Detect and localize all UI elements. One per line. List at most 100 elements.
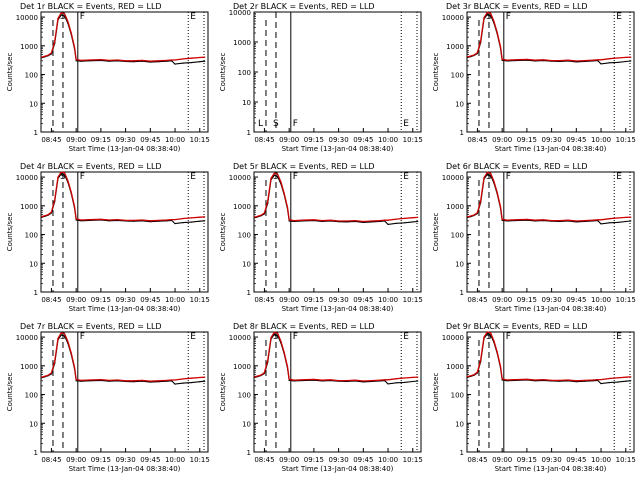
plot-frame (466, 11, 635, 133)
lld-point (597, 59, 599, 61)
lld-point (496, 31, 498, 34)
lld-point (133, 219, 135, 221)
ytick-label: 10 (455, 100, 464, 108)
lld-point (608, 377, 610, 380)
lld-point (182, 378, 184, 380)
xtick-label: 09:15 (517, 296, 537, 304)
lld-point (60, 332, 62, 334)
lld-point (54, 41, 56, 43)
lld-point (174, 219, 176, 221)
ytick-label: 1 (247, 289, 251, 297)
lld-point (466, 56, 469, 58)
lld-point (470, 55, 472, 57)
events-series-line (41, 173, 205, 225)
xtick-label: 08:45 (41, 136, 61, 144)
lld-point (267, 201, 269, 203)
events-point (273, 174, 275, 176)
events-point (412, 221, 414, 223)
xtick-label: 10:15 (616, 456, 636, 464)
lld-point (133, 60, 135, 62)
lld-point (100, 218, 102, 220)
xtick-label: 09:30 (116, 136, 136, 144)
lld-point (592, 59, 594, 61)
ytick-label: 100 (238, 392, 251, 400)
lld-point (490, 172, 492, 174)
xtick-label: 09:15 (91, 296, 111, 304)
events-point (288, 220, 290, 222)
ytick-label: 1000 (446, 43, 464, 51)
lld-point (116, 379, 118, 381)
ytick-label: 10 (455, 260, 464, 268)
lld-point (286, 206, 289, 208)
lld-point (483, 17, 485, 19)
lld-point (559, 379, 561, 381)
lld-point (499, 365, 502, 367)
lld-point (73, 366, 76, 368)
lld-point (338, 220, 340, 222)
lld-point (354, 220, 356, 222)
lld-point (403, 377, 406, 379)
plot-frame (253, 11, 422, 133)
lld-point (362, 220, 364, 223)
lld-point (44, 55, 46, 57)
xtick-label: 09:45 (140, 456, 160, 464)
lld-point (403, 217, 406, 219)
panel-svg: Det 2r BLACK = Events, RED = LLD 1 10 100 10… (219, 2, 423, 153)
xtick-label: 09:30 (542, 296, 562, 304)
lld-point (80, 59, 82, 62)
lld-point (600, 379, 602, 381)
ytick-label: 1000 (233, 363, 251, 371)
lld-point (166, 219, 168, 221)
detector-panel-1: Det 1r BLACK = Events, RED = LLD 1 10 100 10… (0, 0, 213, 160)
events-point (174, 63, 176, 65)
lld-point (321, 220, 323, 222)
xtick-label: 08:45 (254, 136, 274, 144)
lld-point (174, 379, 176, 381)
ytick-label: 1000 (233, 203, 251, 211)
lld-point (64, 172, 66, 174)
lld-point (171, 59, 173, 61)
lld-point (47, 214, 49, 216)
lld-point (273, 172, 275, 174)
lld-point (67, 340, 69, 343)
xtick-label: 08:45 (254, 296, 274, 304)
lld-point (616, 217, 619, 219)
events-point (199, 381, 201, 383)
lld-point (362, 380, 364, 382)
lld-point (204, 216, 206, 218)
lld-point (470, 375, 472, 377)
lld-point (253, 216, 256, 218)
lld-point (483, 336, 485, 338)
event-letter-s: S (60, 172, 66, 182)
xtick-label: 09:15 (517, 136, 537, 144)
ytick-label: 10000 (442, 14, 464, 22)
xtick-label: 09:30 (116, 296, 136, 304)
events-point (75, 380, 77, 382)
lld-point (313, 378, 315, 380)
lld-point (486, 11, 488, 13)
lld-point (379, 220, 381, 222)
events-point (501, 379, 503, 381)
events-series-line (467, 173, 631, 225)
xtick-label: 09:45 (566, 456, 586, 464)
lld-point (551, 60, 553, 62)
ytick-label: 10000 (16, 174, 38, 182)
event-letter-f: F (293, 332, 298, 342)
xtick-label: 09:00 (279, 296, 299, 304)
ytick-label: 1 (247, 449, 251, 457)
lld-point (57, 17, 59, 19)
lld-point (490, 12, 492, 14)
events-point (199, 61, 201, 63)
event-letter-f: F (506, 12, 511, 22)
lld-point (575, 380, 577, 382)
lld-point (625, 376, 627, 378)
event-letter-s: S (486, 172, 492, 182)
lld-point (301, 219, 303, 221)
panel-title: Det 8r BLACK = Events, RED = LLD (233, 322, 375, 331)
lld-point (158, 60, 160, 62)
events-point (190, 62, 193, 64)
xlabel: Start Time (13-Jan-04 08:38:40) (282, 465, 394, 473)
events-point (75, 219, 77, 221)
panel-title: Det 1r BLACK = Events, RED = LLD (20, 2, 162, 11)
lld-point (288, 378, 290, 380)
